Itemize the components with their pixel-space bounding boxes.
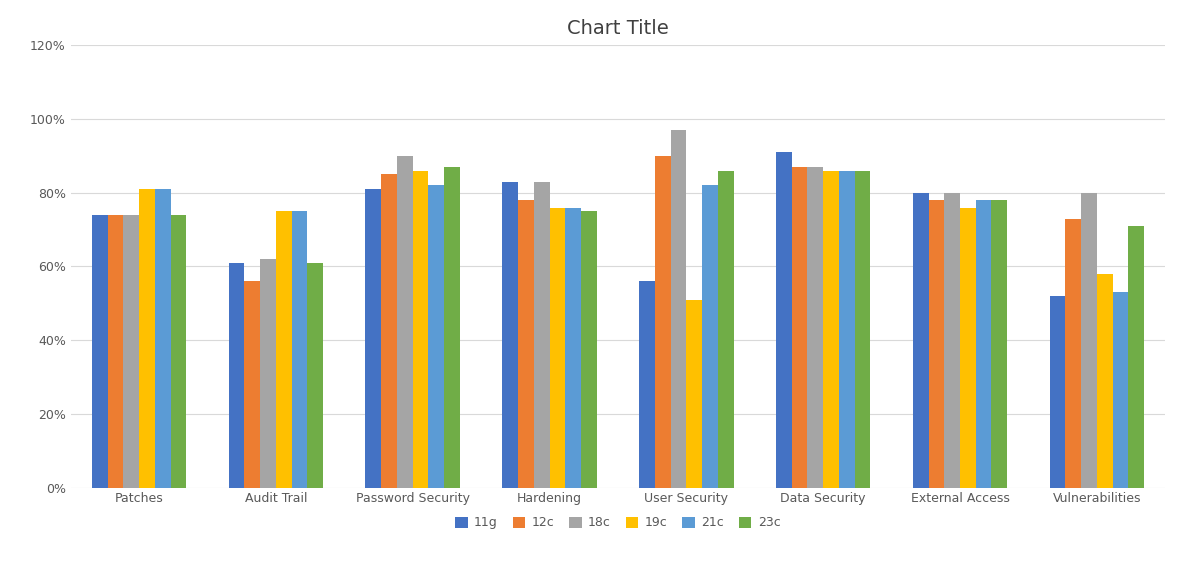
Bar <box>1097 274 1112 488</box>
Bar <box>1112 293 1129 488</box>
Bar <box>275 211 292 488</box>
Bar <box>686 299 701 488</box>
Bar <box>124 215 139 488</box>
Legend: 11g, 12c, 18c, 19c, 21c, 23c: 11g, 12c, 18c, 19c, 21c, 23c <box>451 511 785 535</box>
Bar <box>855 171 870 488</box>
Bar <box>171 215 186 488</box>
Bar <box>366 189 381 488</box>
Bar <box>960 208 976 488</box>
Bar <box>428 185 444 488</box>
Bar <box>381 175 397 488</box>
Bar <box>503 181 518 488</box>
Bar <box>807 167 823 488</box>
Bar <box>245 281 260 488</box>
Bar <box>92 215 107 488</box>
Bar <box>307 263 322 488</box>
Bar <box>701 185 718 488</box>
Bar <box>260 259 275 488</box>
Bar <box>1050 296 1065 488</box>
Bar <box>139 189 154 488</box>
Bar <box>944 193 960 488</box>
Bar <box>397 156 413 488</box>
Bar <box>991 200 1008 488</box>
Bar <box>518 200 534 488</box>
Bar <box>776 152 792 488</box>
Bar <box>1129 226 1144 488</box>
Bar <box>228 263 245 488</box>
Bar <box>792 167 807 488</box>
Bar <box>1082 193 1097 488</box>
Bar <box>1065 219 1082 488</box>
Bar <box>639 281 654 488</box>
Bar <box>550 208 565 488</box>
Bar <box>413 171 428 488</box>
Bar <box>718 171 733 488</box>
Bar <box>929 200 944 488</box>
Bar <box>839 171 855 488</box>
Bar <box>565 208 581 488</box>
Title: Chart Title: Chart Title <box>567 19 669 38</box>
Bar <box>154 189 171 488</box>
Bar <box>823 171 839 488</box>
Bar <box>976 200 991 488</box>
Bar <box>292 211 307 488</box>
Bar <box>444 167 460 488</box>
Bar <box>534 181 550 488</box>
Bar <box>581 211 597 488</box>
Bar <box>107 215 124 488</box>
Bar <box>913 193 929 488</box>
Bar <box>654 156 671 488</box>
Bar <box>671 130 686 488</box>
